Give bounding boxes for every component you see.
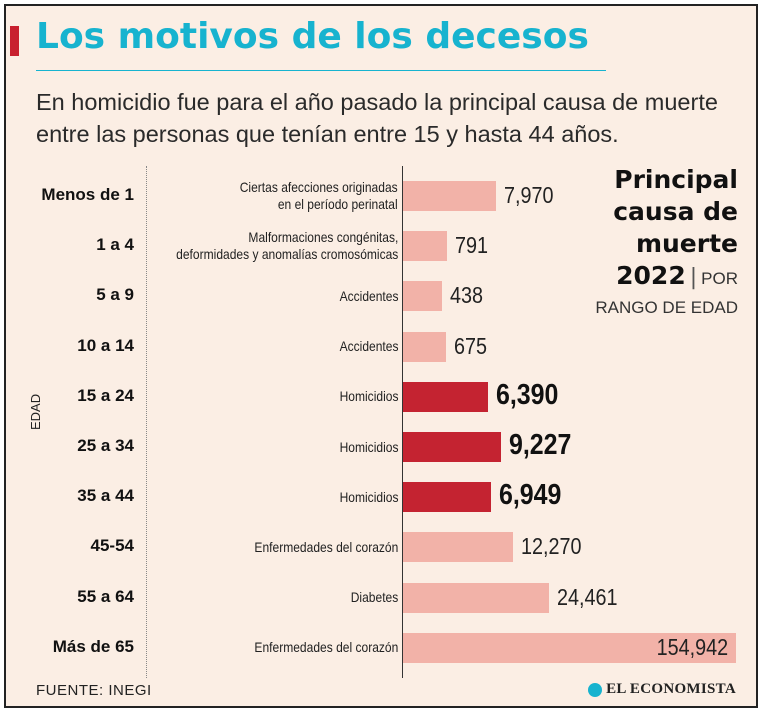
bar xyxy=(403,231,447,262)
age-label: 25 a 34 xyxy=(77,436,134,455)
bar xyxy=(403,582,549,613)
data-label: 24,461 xyxy=(557,583,618,610)
infographic-frame: Los motivos de los decesos En homicidio … xyxy=(4,4,758,708)
cause-label-line: deformidades y anomalías cromosómicas xyxy=(175,246,398,263)
data-label: 154,942 xyxy=(656,633,728,660)
logo-text: EL ECONOMISTA xyxy=(606,681,736,697)
title-underline xyxy=(36,70,606,71)
cause-label-line: Enfermedades del corazón xyxy=(254,538,398,555)
data-label: 6,949 xyxy=(499,479,562,512)
age-label: 35 a 44 xyxy=(77,486,134,506)
cause-label-line: Accidentes xyxy=(339,287,398,304)
cause-label-line: en el período perinatal xyxy=(278,196,398,212)
age-column-divider xyxy=(146,166,147,678)
cause-label: Enfermedades del corazón xyxy=(254,539,398,556)
age-label: 5 a 9 xyxy=(96,285,134,305)
cause-label-line: Accidentes xyxy=(339,338,398,355)
bar xyxy=(403,432,501,462)
data-label: 675 xyxy=(454,332,488,359)
side-separator: | xyxy=(689,265,698,290)
cause-label: Homicidios xyxy=(339,388,398,405)
side-por: POR xyxy=(701,269,738,288)
data-label: 791 xyxy=(455,232,489,259)
age-label: 15 a 24 xyxy=(77,385,134,405)
age-label: 10 a 14 xyxy=(77,335,134,355)
chart-area: Menos de 1 Ciertas afecciones originadas e… xyxy=(6,6,756,706)
cause-label: Malformaciones congénitas, deformidades y… xyxy=(176,229,398,263)
bar xyxy=(403,632,736,663)
cause-label: Enfermedades del corazón xyxy=(254,639,398,656)
bar xyxy=(403,281,442,312)
cause-label-line: Homicidios xyxy=(339,488,398,505)
data-label: 9,227 xyxy=(509,429,572,461)
logo-icon xyxy=(588,682,603,697)
cause-label: Ciertas afecciones originadas en el perío… xyxy=(240,179,398,213)
cause-label-line: Diabetes xyxy=(350,589,398,606)
cause-label: Homicidios xyxy=(339,489,398,506)
cause-label-line: Enfermedades del corazón xyxy=(254,639,398,656)
cause-label-line: Homicidios xyxy=(339,388,398,405)
bar xyxy=(403,181,496,211)
source-note: FUENTE: INEGI xyxy=(36,682,152,699)
side-year: 2022 xyxy=(616,261,686,290)
side-title-line4: 2022 | POR xyxy=(613,260,738,295)
age-label: 55 a 64 xyxy=(77,586,134,606)
age-label: Menos de 1 xyxy=(41,185,134,204)
cause-label-line: Malformaciones congénitas, xyxy=(248,229,398,246)
age-label: 1 a 4 xyxy=(96,235,134,255)
age-label: 45-54 xyxy=(90,536,134,556)
subtitle: En homicidio fue para el año pasado la p… xyxy=(36,89,718,147)
bar xyxy=(403,381,488,412)
data-label: 7,970 xyxy=(504,182,554,208)
data-label: 12,270 xyxy=(521,533,582,560)
bar xyxy=(403,532,513,563)
cause-label-line: Homicidios xyxy=(339,438,398,455)
bar xyxy=(403,482,491,513)
bar xyxy=(403,331,446,362)
page-title: Los motivos de los decesos xyxy=(36,16,589,57)
age-label: Más de 65 xyxy=(52,636,134,656)
cause-label: Diabetes xyxy=(350,589,398,606)
cause-label: Accidentes xyxy=(339,288,398,305)
side-title-line1: Principal xyxy=(614,165,738,194)
data-label: 438 xyxy=(450,282,484,309)
cause-label: Accidentes xyxy=(339,338,398,355)
data-label: 6,390 xyxy=(496,378,559,411)
bar-axis-line xyxy=(402,166,403,678)
cause-label-line: Ciertas afecciones originadas xyxy=(240,179,398,195)
title-accent-bar xyxy=(10,26,19,56)
side-title-line2: causa de xyxy=(613,197,738,226)
side-title-line3: muerte xyxy=(635,229,738,258)
side-rango-de-edad: RANGO DE EDAD xyxy=(595,298,738,317)
cause-label: Homicidios xyxy=(339,439,398,456)
side-title: Principal causa de muerte 2022 | POR xyxy=(613,164,738,295)
publisher-logo: EL ECONOMISTA xyxy=(588,681,736,698)
